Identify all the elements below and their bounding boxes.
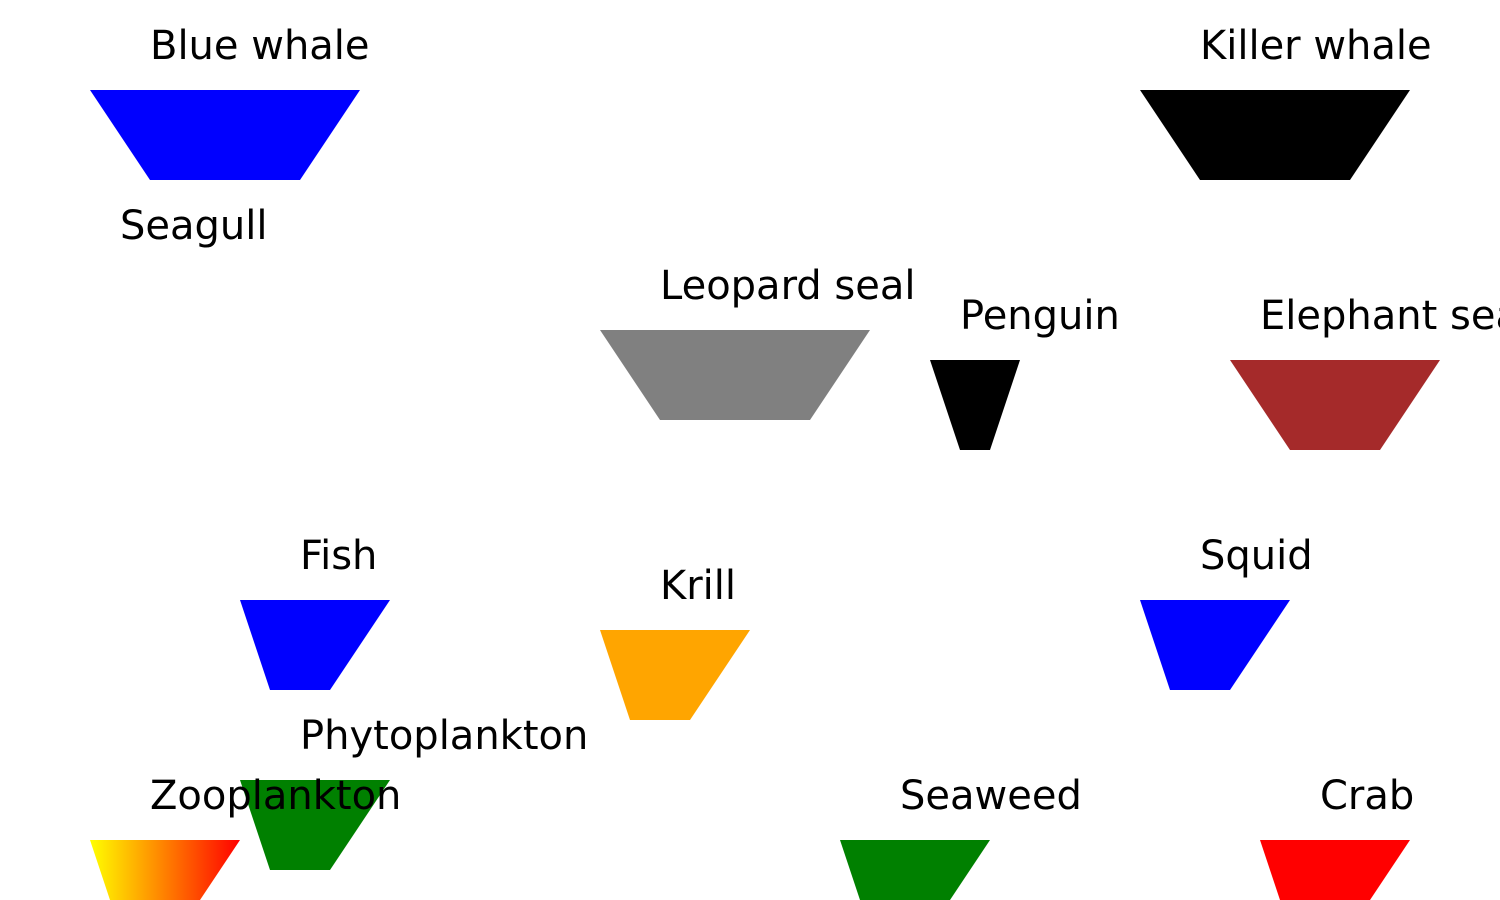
phytoplankton-label: Phytoplankton (300, 713, 589, 759)
seagull-label: Seagull (120, 203, 268, 249)
killer-whale-label: Killer whale (1200, 23, 1432, 69)
squid-label: Squid (1200, 533, 1313, 579)
blue-whale-shape (90, 90, 360, 180)
crab-label: Crab (1320, 773, 1415, 819)
squid-shape (1140, 600, 1290, 690)
blue-whale-label: Blue whale (150, 23, 370, 69)
fish-shape (240, 600, 390, 690)
killer-whale-shape (1140, 90, 1410, 180)
penguin-label: Penguin (960, 293, 1120, 339)
leopard-seal-label: Leopard seal (660, 263, 916, 309)
zooplankton-shape (90, 840, 240, 900)
fish-label: Fish (300, 533, 378, 579)
elephant-seal-shape (1230, 360, 1440, 450)
crab-shape (1260, 840, 1410, 900)
seaweed-label: Seaweed (900, 773, 1082, 819)
penguin-shape (930, 360, 1020, 450)
seaweed-shape (840, 840, 990, 900)
phytoplankton-shape (240, 780, 390, 870)
krill-shape (600, 630, 750, 720)
leopard-seal-shape (600, 330, 870, 420)
krill-label: Krill (660, 563, 737, 609)
elephant-seal-label: Elephant seal (1260, 293, 1500, 339)
zooplankton-label: Zooplankton (150, 773, 402, 819)
